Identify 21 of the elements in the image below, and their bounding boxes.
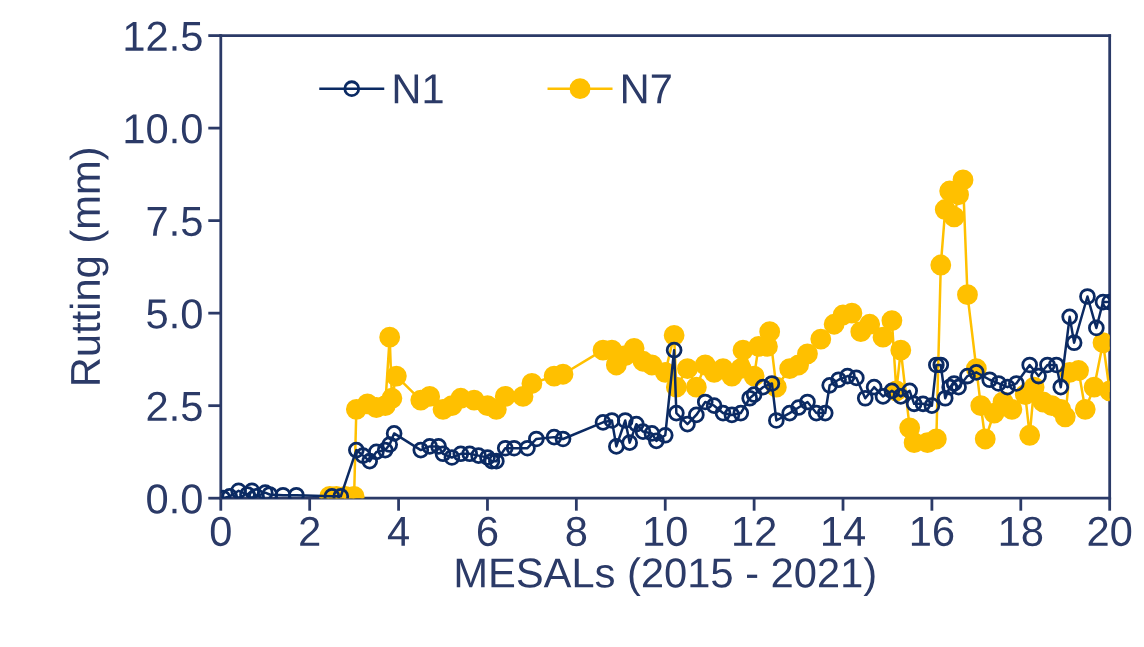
x-axis-title: MESALs (2015 - 2021) <box>456 557 875 596</box>
x-tick-label: 8 <box>566 516 587 547</box>
x-tick-label: 16 <box>911 516 954 547</box>
x-tick-label: 12 <box>734 516 776 546</box>
y-tick-label: 0.0 <box>147 484 202 514</box>
x-tick-label: 6 <box>477 516 498 547</box>
x-tick-label: 4 <box>387 517 409 546</box>
legend-label: N7 <box>623 74 671 104</box>
y-tick-label: 2.5 <box>147 391 202 422</box>
y-tick-label: 10.0 <box>125 114 202 144</box>
x-tick-label: 18 <box>1000 516 1043 547</box>
y-axis-title: Rutting (mm) <box>69 149 109 384</box>
x-tick-label: 14 <box>823 517 865 546</box>
y-tick-label: 7.5 <box>147 207 202 237</box>
x-tick-label: 0 <box>210 516 231 547</box>
legend-label: N1 <box>394 74 443 104</box>
y-tick-label: 12.5 <box>125 21 202 52</box>
y-tick-label: 5.0 <box>147 299 202 329</box>
x-tick-label: 10 <box>645 516 687 547</box>
x-tick-label: 2 <box>300 516 320 546</box>
x-tick-label: 20 <box>1088 516 1132 547</box>
